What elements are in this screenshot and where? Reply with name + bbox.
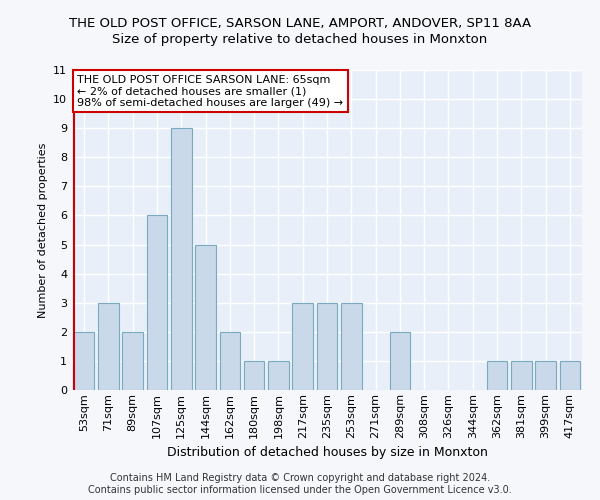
Bar: [98, 302, 119, 390]
X-axis label: Distribution of detached houses by size in Monxton: Distribution of detached houses by size …: [167, 446, 487, 459]
Bar: [268, 361, 289, 390]
Text: THE OLD POST OFFICE SARSON LANE: 65sqm
← 2% of detached houses are smaller (1)
9: THE OLD POST OFFICE SARSON LANE: 65sqm ←…: [77, 75, 343, 108]
Bar: [74, 332, 94, 390]
Text: Contains HM Land Registry data © Crown copyright and database right 2024.
Contai: Contains HM Land Registry data © Crown c…: [88, 474, 512, 495]
Bar: [487, 361, 508, 390]
Bar: [389, 332, 410, 390]
Bar: [560, 361, 580, 390]
Bar: [317, 302, 337, 390]
Bar: [292, 302, 313, 390]
Bar: [195, 244, 216, 390]
Bar: [341, 302, 362, 390]
Bar: [122, 332, 143, 390]
Bar: [171, 128, 191, 390]
Bar: [220, 332, 240, 390]
Text: Size of property relative to detached houses in Monxton: Size of property relative to detached ho…: [112, 32, 488, 46]
Bar: [244, 361, 265, 390]
Bar: [535, 361, 556, 390]
Y-axis label: Number of detached properties: Number of detached properties: [38, 142, 47, 318]
Text: THE OLD POST OFFICE, SARSON LANE, AMPORT, ANDOVER, SP11 8AA: THE OLD POST OFFICE, SARSON LANE, AMPORT…: [69, 18, 531, 30]
Bar: [511, 361, 532, 390]
Bar: [146, 216, 167, 390]
